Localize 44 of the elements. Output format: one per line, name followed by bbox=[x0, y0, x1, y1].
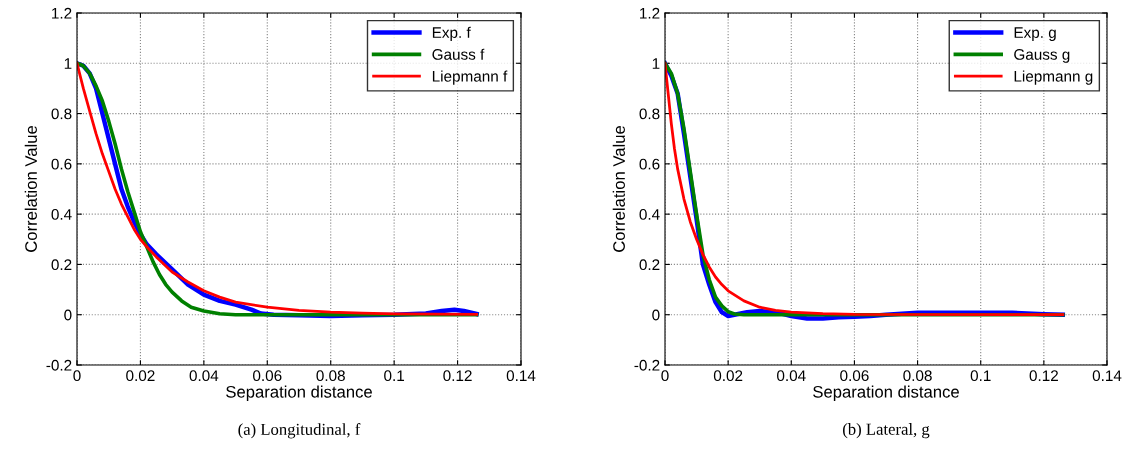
y-tick-label: -0.2 bbox=[634, 359, 660, 371]
x-tick-label: 0 bbox=[73, 370, 81, 382]
x-tick-label: 0.08 bbox=[316, 370, 345, 382]
y-tick-label: 1 bbox=[64, 58, 72, 69]
x-tick-label: 0.02 bbox=[713, 370, 743, 382]
y-tick-label: 0.2 bbox=[51, 259, 72, 271]
x-axis-title: Separation distance bbox=[813, 385, 959, 402]
x-tick-label: 0.12 bbox=[1029, 370, 1058, 382]
y-tick-label: 0 bbox=[64, 309, 72, 321]
x-tick-label: 0.06 bbox=[253, 370, 282, 382]
x-tick-label: 0.04 bbox=[777, 370, 806, 382]
y-tick-label: 0.4 bbox=[51, 209, 72, 220]
x-tick-label: 0 bbox=[661, 370, 669, 382]
x-tick-label: 0.14 bbox=[506, 370, 536, 382]
y-tick-label: 0.8 bbox=[639, 108, 660, 120]
x-tick-label: 0.12 bbox=[443, 370, 472, 382]
x-tick-label: 0.1 bbox=[384, 370, 405, 382]
y-tick-label: 0.6 bbox=[51, 158, 72, 170]
x-tick-label: 0.06 bbox=[840, 370, 869, 382]
y-tick-label: -0.2 bbox=[46, 359, 72, 371]
y-axis-title: Correlation Value bbox=[24, 125, 37, 252]
x-tick-label: 0.04 bbox=[189, 370, 219, 382]
text: (a) Longitudinal, f bbox=[238, 423, 361, 439]
y-tick-label: 0 bbox=[652, 309, 660, 321]
legend-label: Liepmann g bbox=[1014, 70, 1093, 85]
legend-label: Liepmann f bbox=[432, 70, 508, 85]
y-tick-label: 1.2 bbox=[640, 7, 660, 19]
x-tick-label: 0.14 bbox=[1092, 370, 1122, 382]
legend-label: Gauss g bbox=[1014, 49, 1070, 63]
y-tick-label: 0.4 bbox=[639, 209, 660, 220]
legend-label: Exp. g bbox=[1014, 27, 1056, 41]
text: (b) Lateral, g bbox=[843, 423, 930, 439]
y-tick-label: 1 bbox=[652, 58, 660, 69]
x-axis-title: Separation distance bbox=[226, 385, 372, 402]
y-tick-label: 0.8 bbox=[51, 108, 72, 120]
x-tick-label: 0.08 bbox=[903, 370, 932, 382]
x-tick-label: 0.1 bbox=[970, 370, 991, 382]
legend-label: Gauss f bbox=[432, 48, 485, 60]
y-axis-title: Correlation Value bbox=[612, 125, 625, 252]
legend-label: Exp. f bbox=[432, 26, 471, 41]
y-tick-label: 0.2 bbox=[639, 259, 660, 271]
y-tick-label: 0.6 bbox=[639, 158, 660, 170]
y-tick-label: 1.2 bbox=[52, 7, 72, 19]
x-tick-label: 0.02 bbox=[126, 370, 155, 382]
